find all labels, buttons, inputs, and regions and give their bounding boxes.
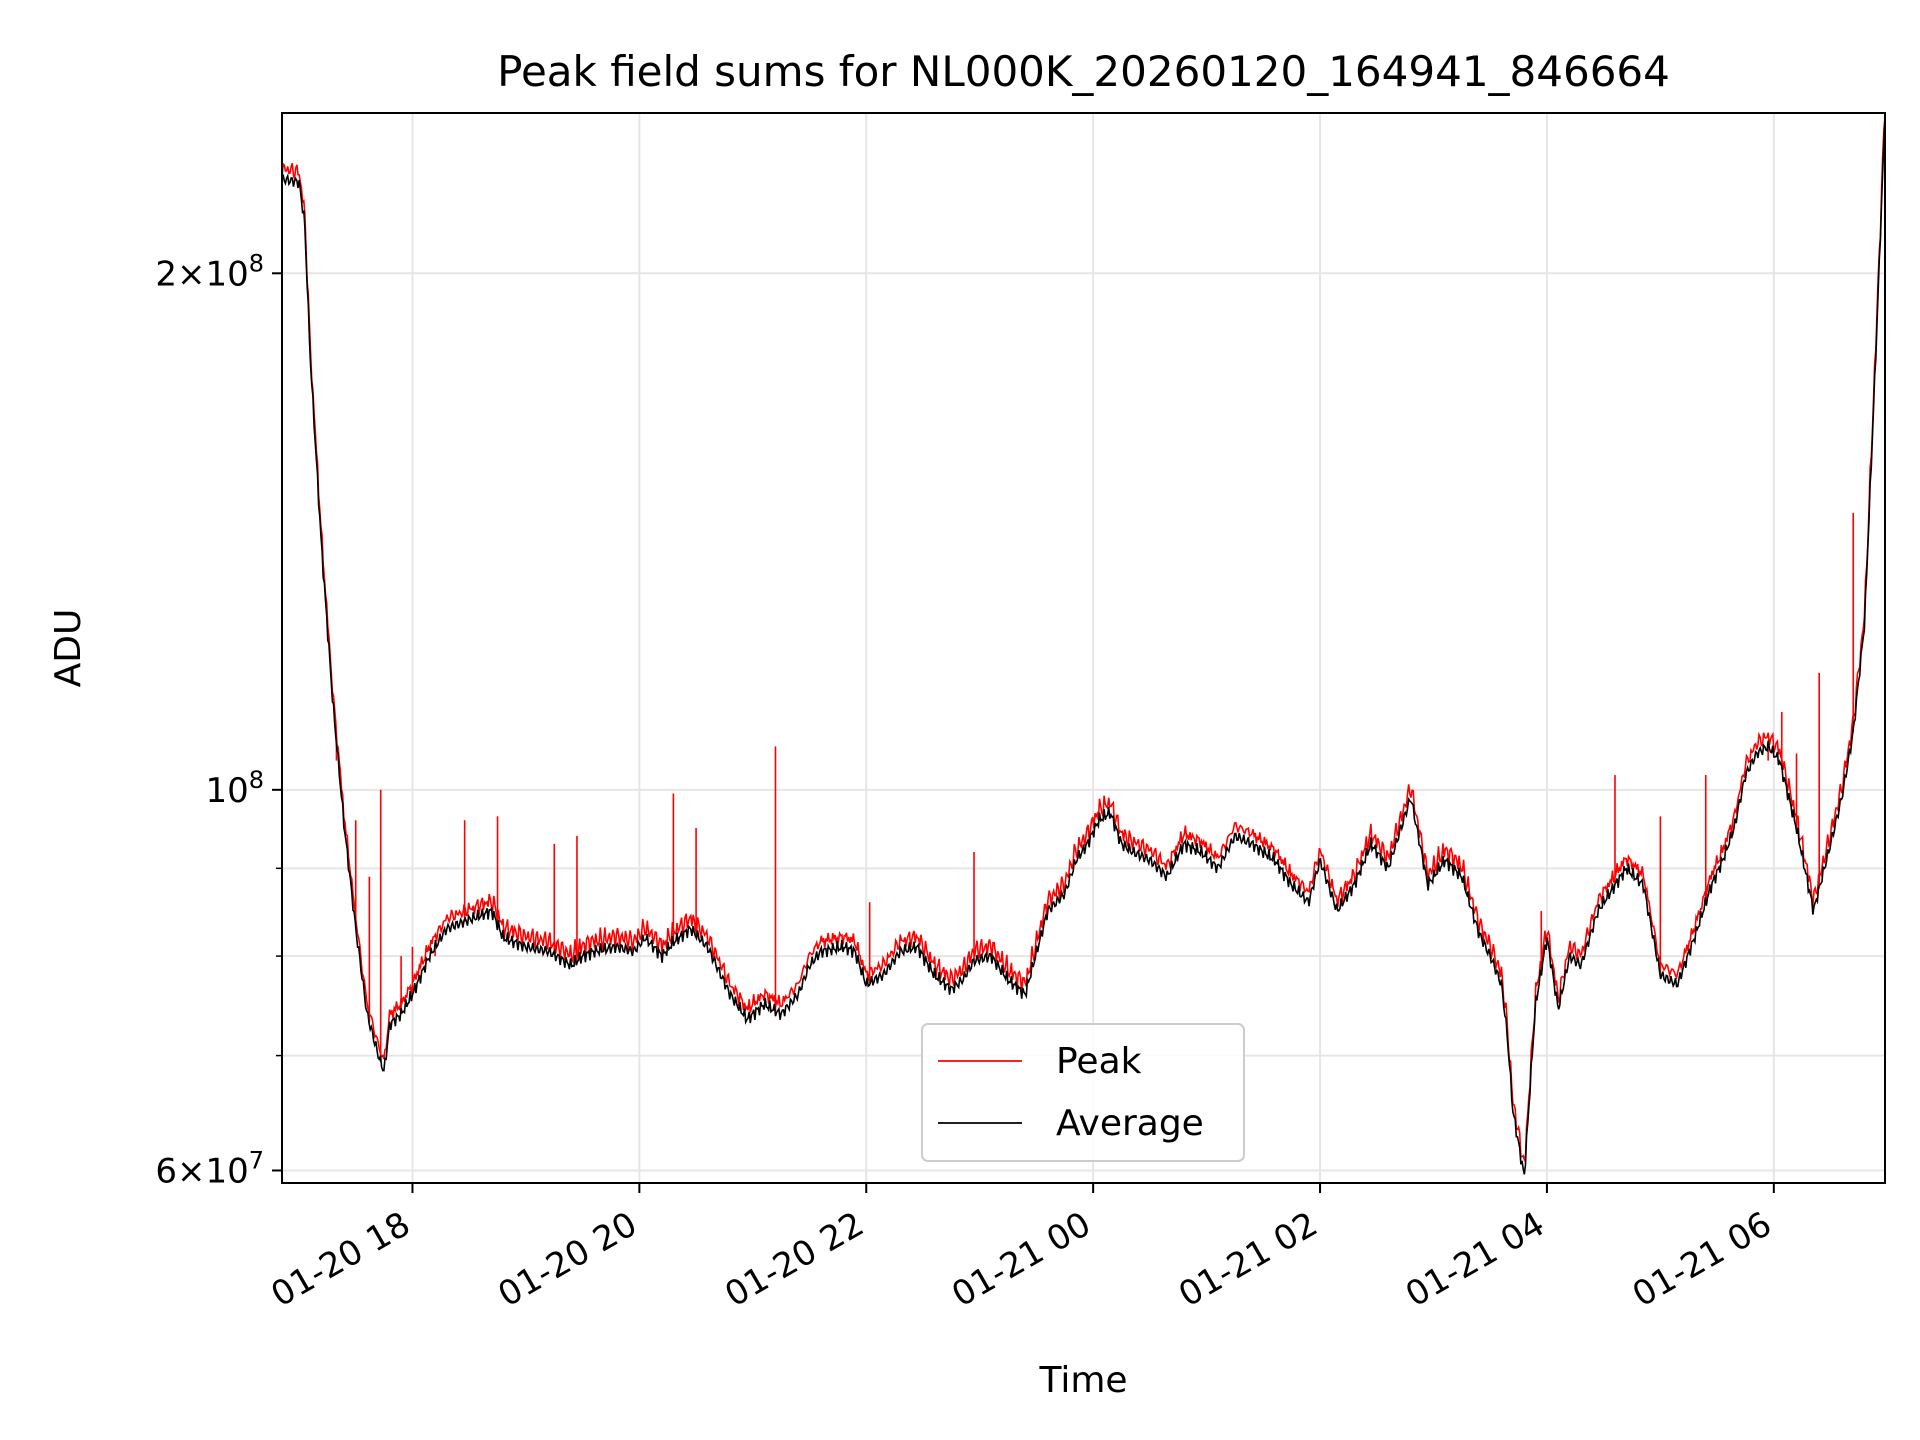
x-axis-label: Time [1038, 1360, 1127, 1401]
y-axis: 6×107 108 2×108 [155, 249, 282, 1191]
legend-label: Peak [1056, 1041, 1142, 1082]
y-tick-mantissa: 2 [155, 254, 177, 294]
y-tick-exponent: 8 [249, 766, 264, 794]
axes-frame [281, 112, 1886, 1184]
y-tick-label: 2×108 [155, 249, 264, 294]
y-tick-mantissa: 6 [155, 1151, 177, 1191]
y-axis-label: ADU [48, 609, 89, 688]
y-tick-label: 108 [205, 766, 264, 811]
chart-title: Peak field sums for NL000K_20260120_1649… [497, 47, 1670, 96]
y-tick-label: 6×107 [155, 1146, 264, 1191]
y-tick-exponent: 8 [249, 249, 264, 277]
legend-label: Average [1056, 1103, 1204, 1144]
plot-lines [282, 116, 1885, 1175]
peak-series-line [282, 116, 1885, 1163]
legend-box [921, 1023, 1245, 1162]
y-tick-exponent: 7 [249, 1146, 264, 1174]
average-series-line [282, 120, 1885, 1175]
legend: Peak Average [921, 1023, 1245, 1162]
